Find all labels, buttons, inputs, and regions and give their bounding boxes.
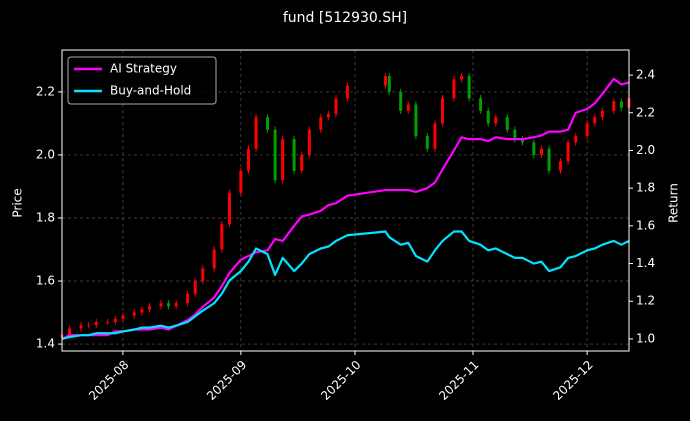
candle-body — [87, 325, 91, 326]
candle-body — [307, 129, 311, 155]
candle-body — [212, 249, 216, 269]
candle-body — [547, 148, 551, 171]
candle-body — [186, 293, 190, 304]
candle-body — [140, 309, 144, 313]
candle-body — [383, 76, 387, 86]
candle-body — [486, 110, 490, 124]
candle-body — [246, 148, 250, 171]
candle-body — [326, 113, 330, 118]
line-series — [61, 230, 630, 341]
candle-body — [227, 192, 231, 225]
candle-body — [460, 76, 464, 80]
plot-frame — [61, 49, 630, 352]
candle-body — [505, 117, 509, 130]
candle-body — [193, 281, 197, 294]
candle-body — [479, 98, 483, 111]
candle-body — [425, 136, 429, 149]
candle-body — [414, 104, 418, 137]
candle-body — [433, 123, 437, 149]
candle-body — [148, 306, 152, 310]
candle-body — [585, 123, 589, 137]
legend-box — [67, 56, 217, 105]
y2-tick-label: 1.6 — [636, 218, 655, 232]
candle-body — [574, 136, 578, 143]
candle-body — [254, 117, 258, 149]
candle-body — [566, 142, 570, 162]
y2-tick-label: 2.0 — [636, 143, 655, 157]
candle-body — [387, 76, 391, 92]
chart-title: fund [512930.SH] — [283, 10, 407, 26]
candle-body — [292, 139, 296, 171]
candle-body — [559, 161, 563, 171]
candle-body — [539, 148, 543, 155]
y2-tick-label: 2.4 — [636, 68, 655, 82]
y-tick-label: 2.2 — [36, 84, 55, 98]
y2-axis-label: Return — [667, 183, 681, 223]
y2-tick-label: 1.8 — [636, 181, 655, 195]
candle-body — [113, 318, 117, 323]
candle-body — [593, 117, 597, 124]
y-tick-label: 1.4 — [36, 337, 55, 351]
line-series — [61, 77, 630, 340]
candle-body — [220, 224, 224, 250]
y-tick-label: 1.6 — [36, 274, 55, 288]
candle-body — [300, 154, 304, 171]
candle-body — [441, 98, 445, 124]
candle-body — [132, 312, 136, 316]
candle-body — [159, 303, 163, 307]
candle-body — [399, 91, 403, 111]
y-tick-label: 2.0 — [36, 147, 55, 161]
candle-body — [106, 322, 110, 323]
y-tick-label: 1.8 — [36, 210, 55, 224]
candle-body — [201, 268, 205, 282]
candle-body — [79, 325, 83, 329]
candle-body — [121, 315, 125, 319]
legend-label: AI Strategy — [110, 62, 177, 76]
y2-tick-label: 1.4 — [636, 256, 655, 270]
candle-body — [612, 101, 616, 111]
candle-body — [494, 117, 498, 124]
candle-body — [174, 303, 178, 307]
candle-body — [406, 104, 410, 111]
y-axis-label: Price — [11, 188, 25, 217]
candle-body — [68, 328, 72, 335]
candle-body — [265, 117, 269, 130]
candle-body — [619, 101, 623, 108]
y2-tick-label: 2.2 — [636, 105, 655, 119]
candle-body — [345, 85, 349, 99]
y2-tick-label: 1.2 — [636, 294, 655, 308]
candle-body — [334, 98, 338, 114]
candle-body — [452, 79, 456, 99]
legend-label: Buy-and-Hold — [110, 84, 191, 98]
candle-body — [281, 139, 285, 181]
candle-body — [520, 139, 524, 143]
candle-body — [239, 170, 243, 193]
candle-body — [600, 110, 604, 118]
candle-body — [319, 117, 323, 130]
candle-body — [273, 129, 277, 181]
y2-tick-label: 1.0 — [636, 331, 655, 345]
candle-body — [532, 142, 536, 155]
candle-body — [94, 322, 98, 326]
candle-body — [467, 76, 471, 99]
candle-body — [513, 129, 517, 140]
candle-body — [167, 303, 171, 307]
